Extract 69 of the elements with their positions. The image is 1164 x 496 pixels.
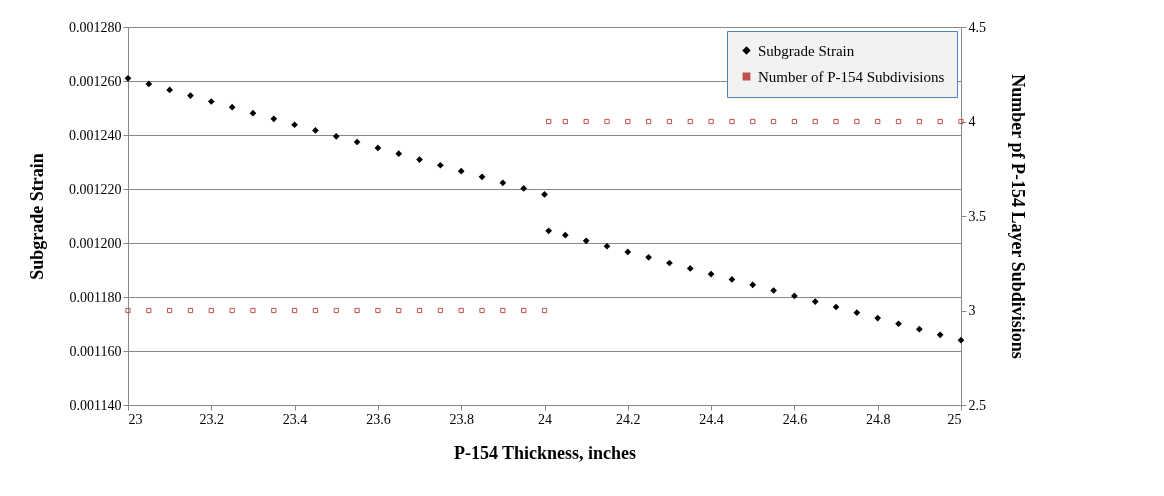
y2-axis-title: Number pf P-154 Layer Subdivisions bbox=[1008, 74, 1028, 359]
y-tick-label: 0.001180 bbox=[69, 289, 122, 305]
point bbox=[561, 231, 569, 239]
point bbox=[545, 227, 553, 235]
x-tick-label: 24.6 bbox=[782, 411, 808, 427]
y-tick-label: 0.001240 bbox=[69, 127, 122, 143]
point bbox=[895, 320, 902, 328]
point bbox=[791, 292, 798, 300]
x-tick-label: 24.2 bbox=[616, 411, 641, 427]
point bbox=[353, 138, 361, 146]
point bbox=[437, 161, 444, 169]
point bbox=[166, 86, 173, 94]
point bbox=[770, 287, 777, 294]
x-tick-label: 25 bbox=[947, 411, 962, 427]
legend-label: Number of P-154 Subdivisions bbox=[758, 68, 945, 85]
point bbox=[916, 325, 923, 333]
y-tick-label: 0.001200 bbox=[69, 235, 122, 251]
point bbox=[853, 309, 861, 317]
y2-tick-label: 3 bbox=[968, 303, 976, 318]
point bbox=[270, 115, 278, 123]
y2-tick-label: 4.5 bbox=[968, 19, 986, 35]
point bbox=[249, 109, 257, 117]
point bbox=[395, 150, 403, 157]
x-tick-label: 23.2 bbox=[199, 411, 225, 427]
point bbox=[187, 92, 194, 99]
point bbox=[645, 253, 652, 261]
point bbox=[624, 248, 632, 256]
x-tick-label: 23.6 bbox=[366, 411, 391, 427]
point bbox=[478, 173, 486, 181]
y-tick-label: 0.001260 bbox=[69, 73, 122, 89]
point bbox=[707, 270, 715, 278]
x-tick-label: 23.8 bbox=[449, 411, 474, 427]
point bbox=[499, 179, 507, 187]
y-tick-label: 0.001140 bbox=[69, 397, 122, 413]
point bbox=[582, 237, 590, 245]
point bbox=[416, 156, 423, 163]
point bbox=[457, 167, 465, 175]
point bbox=[874, 314, 882, 322]
x-tick-label: 24 bbox=[538, 411, 552, 427]
y2-tick-label: 2.5 bbox=[968, 397, 986, 413]
y2-tick-label: 3.5 bbox=[968, 208, 986, 224]
x-tick-label: 23 bbox=[128, 411, 143, 427]
point bbox=[541, 191, 548, 198]
point bbox=[228, 103, 236, 111]
y-tick-label: 0.001280 bbox=[69, 19, 122, 35]
point bbox=[686, 265, 694, 272]
point bbox=[145, 80, 153, 88]
point bbox=[811, 298, 819, 305]
point bbox=[207, 98, 215, 105]
point bbox=[374, 144, 382, 152]
point bbox=[332, 133, 340, 140]
x-tick-label: 23.4 bbox=[282, 411, 308, 427]
point bbox=[728, 276, 736, 283]
y2-tick-label: 4 bbox=[968, 114, 976, 129]
point bbox=[312, 127, 319, 134]
x-tick-label: 24.4 bbox=[699, 411, 724, 427]
x-tick-label: 24.8 bbox=[865, 411, 891, 427]
y-axis-title: Subgrade Strain bbox=[27, 153, 47, 280]
y-tick-label: 0.001220 bbox=[69, 181, 122, 197]
y-tick-label: 0.001160 bbox=[69, 343, 122, 359]
point bbox=[832, 303, 840, 311]
legend-label: Subgrade Strain bbox=[758, 42, 855, 59]
x-axis-title: P-154 Thickness, inches bbox=[453, 442, 637, 463]
point bbox=[749, 281, 757, 289]
point bbox=[957, 336, 965, 344]
point bbox=[936, 331, 944, 339]
point bbox=[520, 185, 528, 192]
point bbox=[603, 242, 611, 250]
point bbox=[291, 121, 298, 129]
